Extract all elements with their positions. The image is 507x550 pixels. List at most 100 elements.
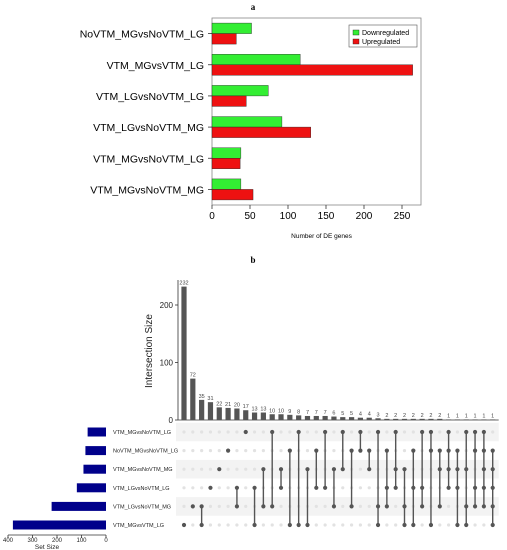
matrix-dot-filled (455, 485, 460, 490)
matrix-dot-empty (279, 504, 283, 508)
set-size-tick-label: 0 (104, 538, 108, 544)
intersection-bar (348, 417, 355, 420)
intersection-bar (216, 407, 222, 420)
matrix-dot-filled (446, 485, 451, 490)
matrix-dot-filled (287, 448, 292, 453)
intersection-count: 2 (394, 413, 397, 419)
matrix-dot-filled (393, 467, 398, 472)
matrix-dot-empty (367, 486, 371, 490)
matrix-dot-empty (349, 523, 354, 527)
set-size-tick-label: 200 (52, 538, 63, 544)
intersection-count: 72 (190, 373, 196, 379)
matrix-dot-filled (181, 522, 187, 528)
intersection-count: 232 (179, 281, 188, 287)
matrix-dot-empty (191, 449, 195, 453)
legend-frame (348, 24, 418, 48)
matrix-dot-empty (447, 504, 451, 508)
matrix-dot-empty (394, 504, 398, 508)
intersection-bar (322, 415, 328, 420)
matrix-dot-empty (332, 523, 336, 527)
intersection-bar (419, 418, 425, 420)
matrix-dot-filled (384, 504, 389, 509)
matrix-dot-empty (261, 449, 265, 453)
matrix-dot-filled (481, 485, 486, 490)
matrix-dot-filled (420, 429, 425, 435)
matrix-dot-empty (217, 430, 221, 434)
intersection-bar (463, 419, 469, 420)
matrix-dot-filled (420, 504, 425, 509)
matrix-dot-filled (314, 485, 319, 490)
matrix-dot-empty (182, 430, 186, 434)
x-tick-label: 100 (280, 211, 297, 222)
panel-b-letter: b (250, 255, 255, 265)
matrix-dot-filled (428, 522, 434, 528)
x-tick-label: 250 (394, 211, 411, 222)
category-label: VTM_LGvsNoVTM_MG (93, 122, 204, 134)
matrix-dot-filled (358, 448, 363, 453)
bar-upregulated (211, 158, 241, 169)
matrix-dot-empty (288, 430, 292, 434)
matrix-dot-empty (447, 523, 451, 527)
matrix-dot-empty (279, 430, 283, 434)
matrix-dot-filled (234, 504, 240, 509)
matrix-dot-filled (490, 504, 495, 509)
intersection-count: 35 (199, 394, 205, 400)
matrix-dot-filled (384, 448, 389, 453)
matrix-dot-empty (252, 430, 257, 434)
intersection-bar (375, 418, 381, 420)
matrix-dot-empty (358, 486, 362, 490)
y-tick-label: 100 (160, 359, 174, 368)
matrix-dot-filled (243, 429, 248, 435)
intersection-count: 2 (412, 413, 415, 419)
matrix-dot-filled (375, 429, 381, 435)
matrix-dot-filled (428, 429, 434, 435)
bar-upregulated (211, 189, 254, 201)
category-label: VTM_MGvsNoVTM_MG (90, 184, 204, 196)
matrix-dot-filled (305, 467, 310, 472)
intersection-count: 5 (350, 411, 353, 417)
matrix-dot-empty (235, 467, 239, 471)
matrix-dot-empty (341, 486, 345, 490)
category-label: NoVTM_MGvsNoVTM_LG (80, 29, 204, 41)
bar-upregulated (211, 126, 312, 138)
intersection-bar (401, 418, 408, 420)
matrix-dot-filled (314, 448, 319, 453)
x-tick-label: 200 (356, 211, 373, 222)
intersection-bar (410, 418, 416, 420)
matrix-dot-empty (402, 449, 407, 453)
matrix-dot-filled (305, 522, 310, 528)
intersection-count: 13 (251, 407, 257, 413)
matrix-dot-empty (182, 504, 186, 508)
matrix-dot-empty (455, 430, 460, 434)
intersection-bar (207, 402, 214, 420)
matrix-dot-empty (261, 523, 265, 527)
intersection-bar (437, 418, 443, 420)
y-axis-label: Intersection Size (144, 314, 155, 388)
x-tick-label: 50 (244, 211, 256, 222)
matrix-dot-empty (191, 430, 195, 434)
matrix-dot-filled (402, 467, 407, 472)
matrix-dot-empty (279, 449, 283, 453)
matrix-dot-empty (191, 467, 195, 471)
matrix-dot-empty (217, 449, 221, 453)
matrix-dot-filled (234, 485, 240, 490)
matrix-dot-filled (446, 429, 451, 435)
matrix-dot-empty (244, 449, 248, 453)
matrix-dot-filled (472, 448, 478, 453)
matrix-dot-empty (226, 486, 230, 490)
intersection-count: 1 (491, 413, 494, 419)
intersection-count: 5 (341, 411, 344, 417)
intersection-bar (454, 419, 461, 420)
matrix-dot-empty (367, 504, 371, 508)
matrix-dot-empty (200, 430, 204, 434)
intersection-count: 6 (332, 411, 335, 417)
matrix-dot-empty (200, 449, 204, 453)
matrix-dot-filled (331, 467, 337, 472)
set-size-title: Set Size (35, 544, 60, 550)
legend: Downregulated Upregulated (348, 24, 418, 48)
legend-swatch (352, 38, 360, 45)
matrix-dot-filled (464, 429, 469, 435)
intersection-count: 2 (438, 413, 441, 419)
matrix-dot-empty (226, 467, 230, 471)
